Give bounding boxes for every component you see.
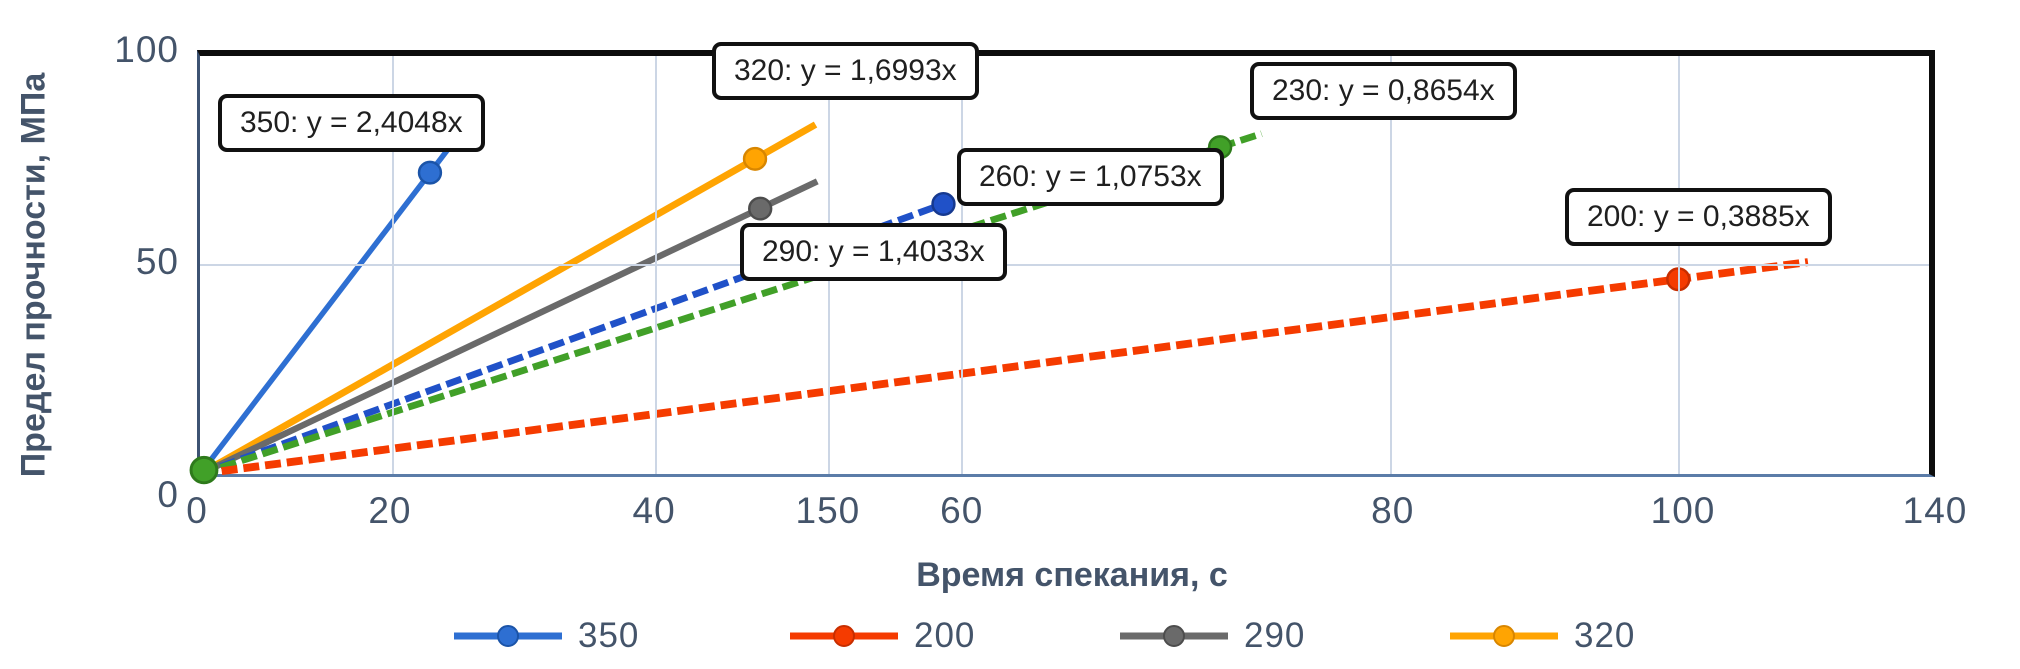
legend-label-290: 290	[1244, 616, 1306, 655]
annotation-290: 290: y = 1,4033x	[740, 223, 1007, 281]
y-tick-100: 100	[114, 29, 179, 70]
annotation-320: 320: y = 1,6993x	[712, 42, 979, 100]
legend-swatch-350	[454, 625, 562, 647]
annotation-260: 260: y = 1,0753x	[957, 148, 1224, 206]
legend-swatch-320	[1450, 625, 1558, 647]
x-tick-150: 150	[795, 490, 861, 531]
legend-swatch-200	[790, 625, 898, 647]
legend-label-350: 350	[578, 616, 640, 655]
legend-item-290: 290	[1118, 614, 1305, 658]
marker-320	[742, 146, 768, 171]
legend-label-320: 320	[1574, 616, 1636, 655]
x-tick-40: 40	[632, 490, 676, 531]
x-tick-100: 100	[1650, 490, 1716, 531]
annotation-200: 200: y = 0,3885x	[1565, 188, 1832, 246]
marker-350	[417, 160, 443, 185]
y-tick-50: 50	[135, 241, 179, 283]
legend-item-320: 320	[1448, 614, 1635, 658]
y-axis-title: Предел прочности, МПа	[14, 72, 53, 478]
legend-item-350: 350	[452, 614, 639, 658]
plot-area	[189, 50, 1935, 485]
legend-item-200: 200	[788, 614, 975, 658]
marker-260	[931, 191, 956, 216]
x-tick-80: 80	[1371, 490, 1415, 531]
annotation-350: 350: y = 2,4048x	[218, 94, 485, 152]
x-tick-60: 60	[940, 490, 984, 531]
series-line-290	[198, 178, 819, 477]
marker-origin	[189, 455, 219, 485]
x-axis-title: Время спекания, с	[916, 556, 1228, 594]
x-tick-20: 20	[368, 490, 412, 531]
x-tick-140: 140	[1902, 490, 1968, 531]
gridline-y-50	[200, 263, 1929, 266]
legend-label-200: 200	[914, 616, 976, 655]
legend-swatch-290	[1120, 625, 1228, 647]
x-tick-0: 0	[186, 490, 208, 531]
y-tick-0: 0	[157, 474, 179, 515]
series-svg	[189, 119, 1809, 485]
series-line-200	[199, 258, 1809, 478]
series-line-320	[198, 121, 818, 477]
annotation-230: 230: y = 0,8654x	[1250, 62, 1517, 120]
marker-290	[748, 196, 773, 221]
